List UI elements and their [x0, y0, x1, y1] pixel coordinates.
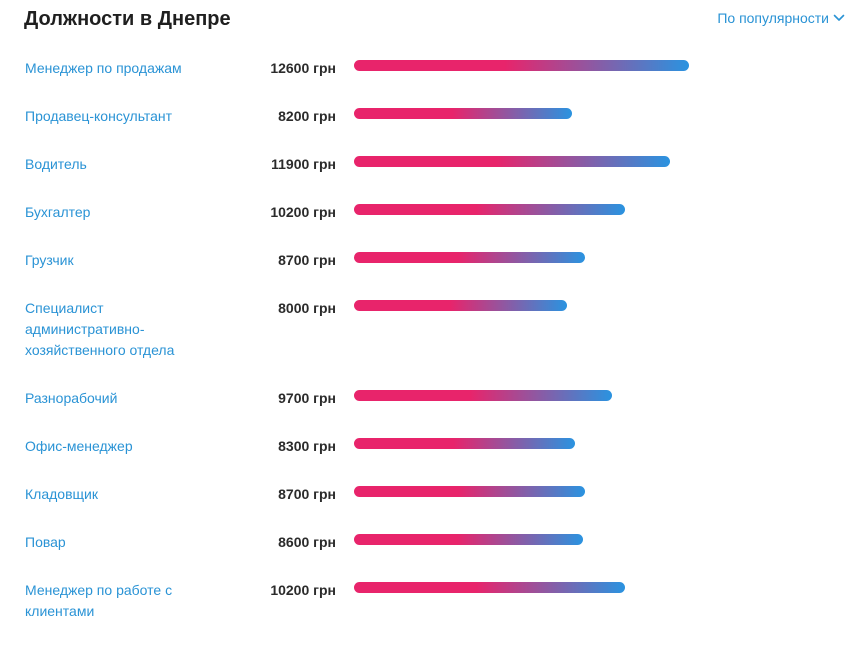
salary-label: 8700 грн [278, 252, 336, 268]
salary-bar [354, 534, 583, 545]
chart-row: Бухгалтер 10200 грн [0, 202, 863, 250]
salary-label: 11900 грн [271, 156, 336, 172]
sort-dropdown[interactable]: По популярности [717, 9, 845, 27]
salary-bar [354, 204, 625, 215]
job-title-link[interactable]: Специалист административно-хозяйственног… [25, 300, 175, 358]
chart-row: Менеджер по работе с клиентами 10200 грн [0, 580, 863, 649]
chart-row: Кладовщик 8700 грн [0, 484, 863, 532]
chart-row: Офис-менеджер 8300 грн [0, 436, 863, 484]
salary-label: 8200 грн [278, 108, 336, 124]
salary-bar [354, 60, 689, 71]
salary-bar [354, 582, 625, 593]
job-title-link[interactable]: Менеджер по продажам [25, 60, 182, 76]
job-title-link[interactable]: Офис-менеджер [25, 438, 133, 454]
salary-bar [354, 390, 612, 401]
salary-chart: Менеджер по продажам 12600 грн Продавец-ко… [0, 58, 863, 649]
salary-bar [354, 486, 585, 497]
salary-label: 9700 грн [278, 390, 336, 406]
chart-row: Специалист административно-хозяйственног… [0, 298, 863, 388]
chevron-down-icon [833, 14, 845, 21]
salary-label: 8000 грн [278, 300, 336, 316]
salary-bar [354, 438, 575, 449]
job-title-link[interactable]: Разнорабочий [25, 390, 118, 406]
page-title: Должности в Днепре [24, 8, 231, 30]
salary-bar [354, 300, 567, 311]
chart-row: Повар 8600 грн [0, 532, 863, 580]
job-title-link[interactable]: Бухгалтер [25, 204, 91, 220]
salary-label: 12600 грн [270, 60, 336, 76]
sort-label: По популярности [717, 10, 829, 26]
job-title-link[interactable]: Менеджер по работе с клиентами [25, 582, 173, 619]
salary-label: 8300 грн [278, 438, 336, 454]
job-title-link[interactable]: Повар [25, 534, 66, 550]
job-title-link[interactable]: Водитель [25, 156, 87, 172]
salary-label: 8700 грн [278, 486, 336, 502]
salary-label: 8600 грн [278, 534, 336, 550]
chart-row: Водитель 11900 грн [0, 154, 863, 202]
chart-row: Продавец-консультант 8200 грн [0, 106, 863, 154]
job-title-link[interactable]: Грузчик [25, 252, 74, 268]
salary-bar [354, 252, 585, 263]
salary-bar [354, 108, 572, 119]
job-title-link[interactable]: Продавец-консультант [25, 108, 173, 124]
salary-bar [354, 156, 670, 167]
chart-row: Грузчик 8700 грн [0, 250, 863, 298]
chart-row: Менеджер по продажам 12600 грн [0, 58, 863, 106]
salary-label: 10200 грн [270, 582, 336, 598]
chart-row: Разнорабочий 9700 грн [0, 388, 863, 436]
salary-label: 10200 грн [270, 204, 336, 220]
job-title-link[interactable]: Кладовщик [25, 486, 98, 502]
